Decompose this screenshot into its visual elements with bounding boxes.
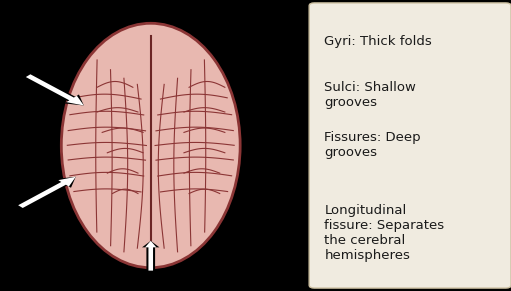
FancyArrow shape [26,74,84,106]
FancyArrow shape [142,241,159,271]
FancyArrow shape [25,73,84,106]
Text: Gyri: Thick folds: Gyri: Thick folds [324,35,432,48]
FancyArrow shape [17,177,76,209]
FancyArrow shape [18,177,76,208]
Text: Fissures: Deep
grooves: Fissures: Deep grooves [324,131,421,159]
Text: Sulci: Shallow
grooves: Sulci: Shallow grooves [324,81,416,109]
FancyBboxPatch shape [309,3,511,288]
FancyArrow shape [145,241,156,271]
Ellipse shape [61,23,240,268]
Text: Longitudinal
fissure: Separates
the cerebral
hemispheres: Longitudinal fissure: Separates the cere… [324,204,445,262]
